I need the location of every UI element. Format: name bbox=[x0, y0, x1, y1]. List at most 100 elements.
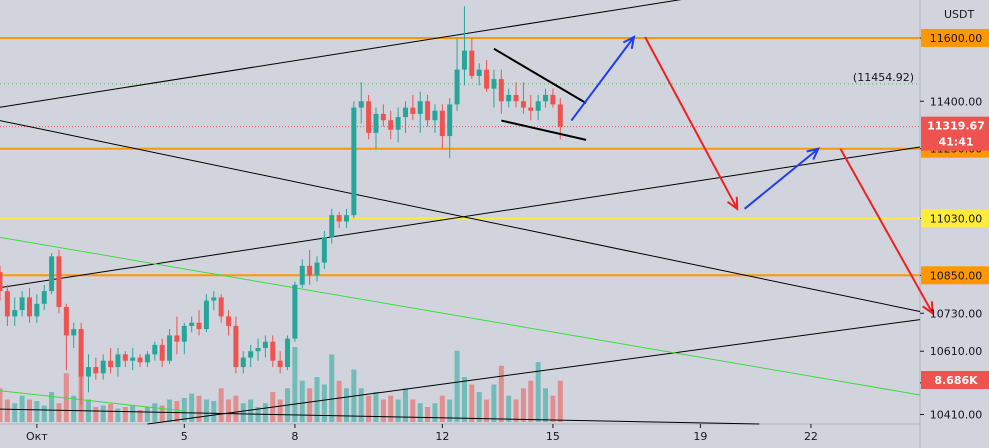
candle-body bbox=[498, 79, 504, 102]
volume-bar bbox=[292, 347, 298, 422]
candle-body bbox=[56, 256, 62, 307]
volume-bar bbox=[196, 395, 202, 422]
candle-body bbox=[550, 94, 556, 105]
candle-body bbox=[0, 272, 3, 292]
volume-bar bbox=[115, 408, 121, 422]
volume-bar bbox=[12, 403, 18, 422]
candle-body bbox=[299, 265, 305, 285]
candle-body bbox=[12, 310, 18, 317]
candle-body bbox=[144, 354, 150, 363]
candle-body bbox=[100, 360, 106, 374]
candle-body bbox=[439, 110, 445, 137]
volume-bar bbox=[491, 384, 497, 422]
volume-bar bbox=[248, 399, 254, 422]
candle-body bbox=[307, 265, 313, 276]
candle-body bbox=[19, 297, 25, 311]
candle-body bbox=[402, 107, 408, 118]
candle-body bbox=[203, 300, 209, 330]
volume-bar bbox=[358, 388, 364, 422]
candle-body bbox=[85, 367, 91, 377]
candle-body bbox=[108, 360, 114, 368]
currency-label: USDT bbox=[944, 8, 975, 21]
candle-body bbox=[535, 101, 541, 111]
trend-line bbox=[0, 146, 921, 289]
candle-body bbox=[520, 101, 526, 108]
volume-bar bbox=[432, 403, 438, 422]
plot-background bbox=[0, 0, 920, 448]
volume-bar bbox=[314, 377, 320, 422]
projection-arrow-head bbox=[622, 35, 636, 49]
projection-arrow-line bbox=[644, 36, 739, 210]
volume-bar bbox=[447, 399, 453, 422]
volume-bar bbox=[388, 395, 394, 422]
volume-bar bbox=[4, 399, 10, 422]
price-tick-label: 10850.00 bbox=[930, 269, 983, 282]
volume-bar bbox=[108, 404, 114, 422]
candle-body bbox=[270, 341, 276, 361]
candle-body bbox=[167, 335, 173, 361]
candle-body bbox=[395, 117, 401, 130]
candle-body bbox=[49, 256, 55, 292]
candle-body bbox=[543, 94, 549, 102]
candle-body bbox=[63, 306, 69, 336]
volume-bar bbox=[203, 399, 209, 422]
candle-body bbox=[78, 329, 84, 377]
candle-body bbox=[34, 303, 40, 317]
candle-body bbox=[93, 367, 99, 374]
price-tick-label: 11600.00 bbox=[930, 32, 983, 45]
candle-body bbox=[528, 107, 534, 111]
candle-body bbox=[41, 291, 47, 304]
volume-bar bbox=[218, 388, 224, 422]
volume-bar bbox=[321, 384, 327, 422]
trend-lines bbox=[0, 0, 921, 425]
candle-body bbox=[26, 297, 32, 317]
volume-bar bbox=[498, 365, 504, 422]
volume-bar bbox=[395, 399, 401, 422]
candle-body bbox=[181, 325, 187, 342]
candle-body bbox=[115, 354, 121, 368]
time-tick-label: 19 bbox=[693, 430, 707, 443]
candle-body bbox=[196, 322, 202, 330]
volume-bar bbox=[144, 407, 150, 422]
dotted-level-label: (11454.92) bbox=[853, 71, 914, 84]
candle-body bbox=[277, 360, 283, 368]
volume-bar bbox=[56, 403, 62, 422]
candle-body bbox=[461, 50, 467, 70]
candle-body bbox=[454, 69, 460, 105]
time-tick-label: 15 bbox=[546, 430, 560, 443]
price-tick-label: 10730.00 bbox=[930, 307, 983, 320]
candle-body bbox=[366, 101, 372, 133]
candle-body bbox=[159, 344, 165, 361]
projection-arrow-head bbox=[806, 147, 821, 161]
horizontal-levels: (11454.92) bbox=[0, 36, 920, 277]
volume-bar bbox=[41, 405, 47, 422]
volume-bar bbox=[520, 388, 526, 422]
trend-line bbox=[0, 390, 185, 412]
volume-bar bbox=[366, 395, 372, 422]
volume-label: 8.686K bbox=[934, 374, 978, 387]
candle-body bbox=[351, 107, 357, 216]
volume-bar bbox=[137, 410, 143, 422]
volume-bar bbox=[262, 403, 268, 422]
volume-tag bbox=[921, 371, 989, 389]
candle-body bbox=[4, 291, 10, 317]
volume-bar bbox=[240, 403, 246, 422]
candle-body bbox=[255, 348, 261, 352]
price-tick-label: 11030.00 bbox=[930, 212, 983, 225]
volume-bar bbox=[130, 405, 136, 422]
projection-arrow-line bbox=[743, 147, 819, 210]
candle-body bbox=[491, 79, 497, 89]
volume-bar bbox=[167, 399, 173, 422]
candle-body bbox=[218, 297, 224, 317]
volume-bar bbox=[329, 354, 335, 422]
volume-bar bbox=[439, 395, 445, 422]
wedge-line bbox=[493, 47, 587, 105]
candle-body bbox=[425, 101, 431, 121]
candle-body bbox=[373, 113, 379, 133]
trend-line bbox=[0, 0, 682, 108]
candle-body bbox=[329, 215, 335, 238]
time-tick-label: Окт bbox=[26, 430, 48, 443]
volume-bar bbox=[425, 407, 431, 422]
volume-bar bbox=[100, 405, 106, 422]
